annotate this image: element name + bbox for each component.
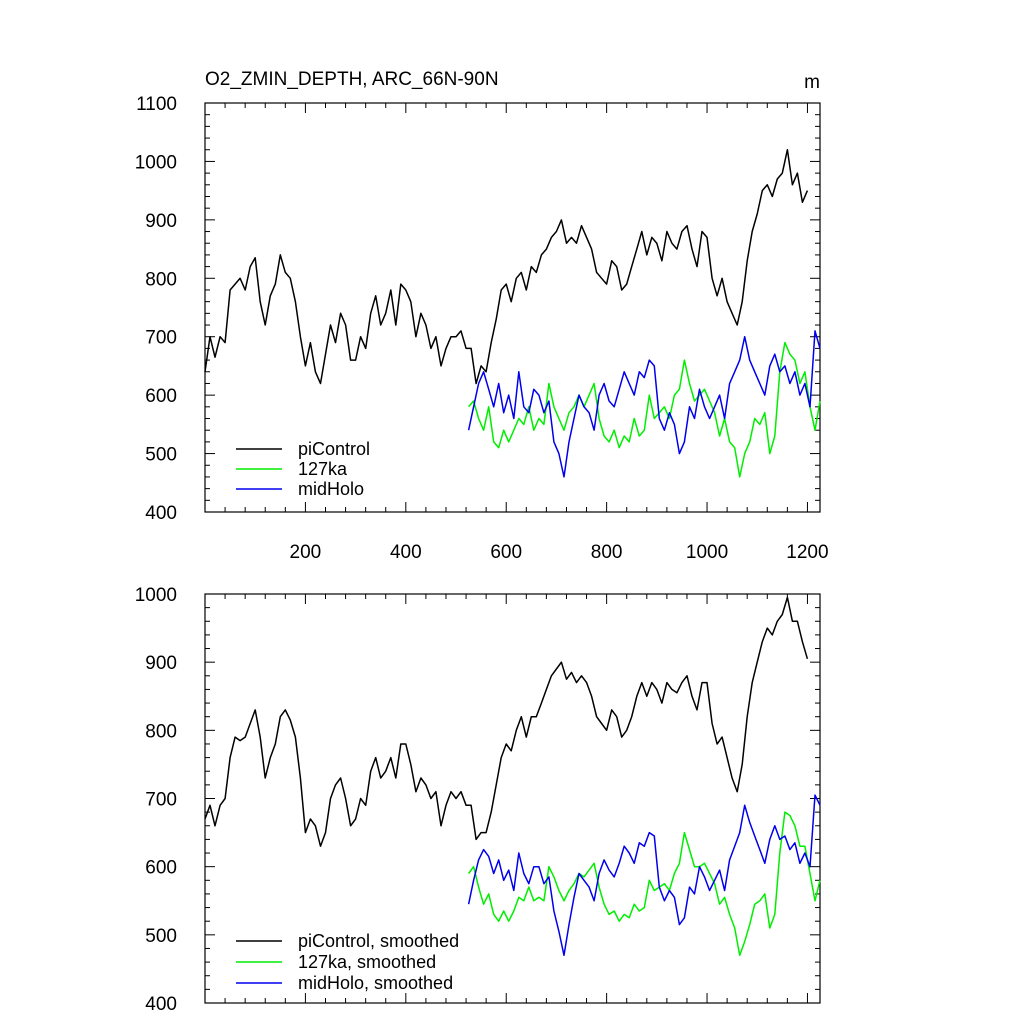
legend-label: piControl, smoothed xyxy=(298,931,459,951)
y-tick-label: 900 xyxy=(145,653,177,674)
y-tick-label: 800 xyxy=(145,721,177,742)
units-label: m xyxy=(804,72,820,93)
y-tick-label: 400 xyxy=(145,994,177,1015)
legend-label: midHolo, smoothed xyxy=(298,973,453,993)
y-tick-label: 1100 xyxy=(136,94,177,115)
y-tick-label: 1000 xyxy=(135,585,177,606)
y-tick-label: 600 xyxy=(145,386,177,407)
series-line-0 xyxy=(204,596,809,847)
x-tick-label: 200 xyxy=(290,542,322,563)
chart-title: O2_ZMIN_DEPTH, ARC_66N-90N xyxy=(205,69,499,90)
legend-label: 127ka xyxy=(298,459,348,479)
series-line-2 xyxy=(467,330,821,478)
y-tick-label: 900 xyxy=(145,211,177,232)
x-tick-label: 800 xyxy=(591,542,623,563)
bottom-panel: 400 500 600 700 800 900 1000 piControl, smoothe… xyxy=(135,585,821,1015)
y-tick-label: 500 xyxy=(145,926,177,947)
series-line-1 xyxy=(468,341,821,478)
series-line-1 xyxy=(467,811,821,957)
x-tick-label: 600 xyxy=(490,542,522,563)
x-tick-label: 400 xyxy=(390,542,422,563)
y-tick-label: 1000 xyxy=(135,152,177,173)
series-line-2 xyxy=(467,794,821,957)
legend-label: midHolo xyxy=(298,479,364,499)
x-tick-label: 1200 xyxy=(786,542,828,563)
top-panel: 400 500 600 700 800 900 1000 1100 200 400 600 800 10… xyxy=(135,69,829,563)
y-tick-label: 600 xyxy=(145,858,177,879)
y-tick-label: 800 xyxy=(145,269,177,290)
series-line-0 xyxy=(204,148,809,385)
legend-label: piControl xyxy=(298,439,370,459)
y-tick-label: 400 xyxy=(145,503,177,524)
y-tick-label: 500 xyxy=(145,445,177,466)
plot-frame xyxy=(204,102,821,513)
legend-label: 127ka, smoothed xyxy=(298,952,436,972)
y-tick-label: 700 xyxy=(145,790,177,811)
y-tick-label: 700 xyxy=(145,328,177,349)
x-tick-label: 1000 xyxy=(686,542,728,563)
